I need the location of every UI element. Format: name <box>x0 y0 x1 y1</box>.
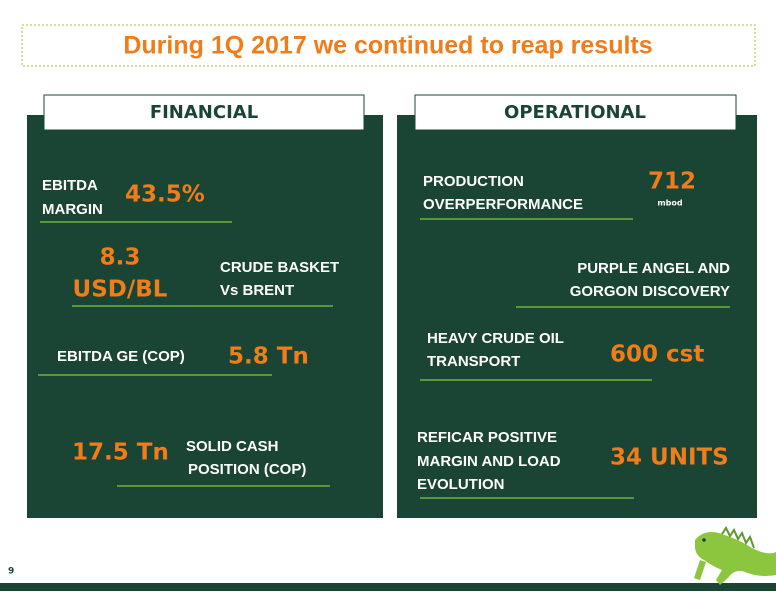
title: During 1Q 2017 we continued to reap resu… <box>123 32 652 60</box>
footer-bar <box>0 583 776 591</box>
label: POSITION (COP) <box>188 461 306 478</box>
label: OVERPERFORMANCE <box>423 196 583 213</box>
label: GORGON DISCOVERY <box>570 283 730 300</box>
label: MARGIN AND LOAD <box>417 453 561 470</box>
title-box <box>21 24 756 67</box>
operational-header <box>414 94 737 131</box>
label: EBITDA <box>42 177 98 194</box>
label: EBITDA GE (COP) <box>57 348 185 365</box>
label: HEAVY CRUDE OIL <box>427 330 564 347</box>
heading: OPERATIONAL <box>504 102 646 123</box>
label: Vs BRENT <box>220 282 294 299</box>
label: CRUDE BASKET <box>220 259 339 276</box>
value: 5.8 Tn <box>228 344 309 370</box>
value: 712 <box>648 169 696 195</box>
label: MARGIN <box>42 201 103 218</box>
heading: FINANCIAL <box>150 102 258 123</box>
page-number: 9 <box>8 567 14 577</box>
value: USD/BL <box>73 277 168 303</box>
label: PURPLE ANGEL AND <box>577 260 730 277</box>
value: 600 cst <box>610 342 704 368</box>
label: REFICAR POSITIVE <box>417 429 557 446</box>
financial-panel <box>27 115 383 518</box>
value: 34 UNITS <box>610 445 729 471</box>
unit: mbod <box>657 199 683 208</box>
label: SOLID CASH <box>186 438 279 455</box>
value: 43.5% <box>125 182 205 208</box>
value: 17.5 Tn <box>72 440 169 466</box>
label: PRODUCTION <box>423 173 524 190</box>
value: 8.3 <box>100 245 141 271</box>
label: TRANSPORT <box>427 353 520 370</box>
iguana-logo <box>694 526 776 585</box>
operational-panel <box>397 115 757 518</box>
financial-header <box>43 94 365 131</box>
label: EVOLUTION <box>417 476 505 493</box>
